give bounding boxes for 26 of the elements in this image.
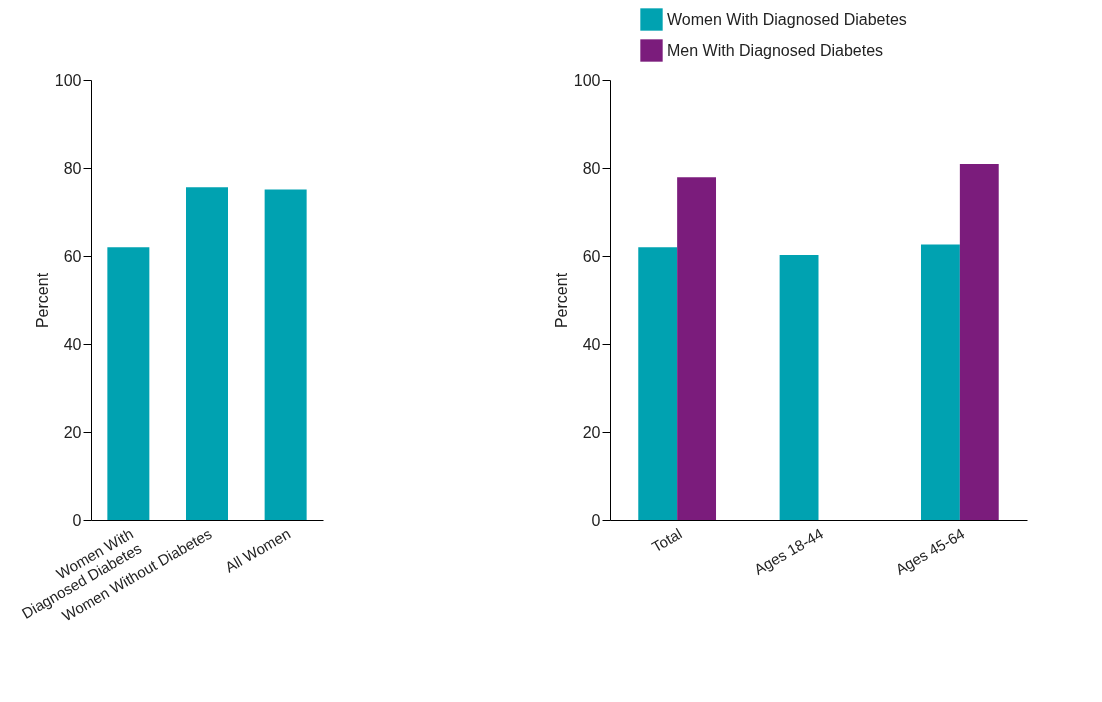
y-tick-label: 100: [573, 71, 601, 89]
y-tick-label: 0: [72, 511, 82, 529]
legend-label: Women With Diagnosed Diabetes: [667, 10, 907, 28]
y-tick-label: 40: [582, 335, 601, 353]
y-tick-label: 0: [591, 511, 601, 529]
bar: [677, 177, 717, 520]
x-tick-label: Ages 45-64: [892, 524, 968, 578]
bar: [779, 255, 819, 520]
y-tick-label: 100: [54, 71, 82, 89]
bar: [959, 164, 999, 520]
y-tick-label: 80: [582, 159, 601, 177]
y-axis-title: Percent: [33, 272, 51, 329]
y-tick-label: 20: [63, 423, 82, 441]
y-tick-label: 40: [63, 335, 82, 353]
y-tick-label: 20: [582, 423, 601, 441]
bar: [920, 244, 960, 520]
bar: [107, 247, 150, 520]
bar: [264, 189, 307, 520]
bar: [638, 247, 678, 520]
x-tick-label: Total: [648, 524, 685, 556]
bar: [186, 187, 228, 520]
y-tick-label: 80: [63, 159, 82, 177]
legend-label: Men With Diagnosed Diabetes: [667, 41, 884, 59]
y-tick-label: 60: [582, 247, 601, 265]
y-axis-title: Percent: [552, 272, 570, 329]
y-tick-label: 60: [63, 247, 82, 265]
